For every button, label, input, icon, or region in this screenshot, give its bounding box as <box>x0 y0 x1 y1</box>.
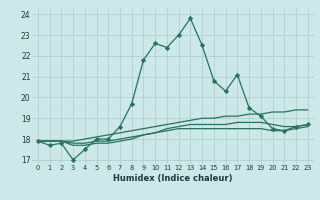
X-axis label: Humidex (Indice chaleur): Humidex (Indice chaleur) <box>113 174 233 183</box>
